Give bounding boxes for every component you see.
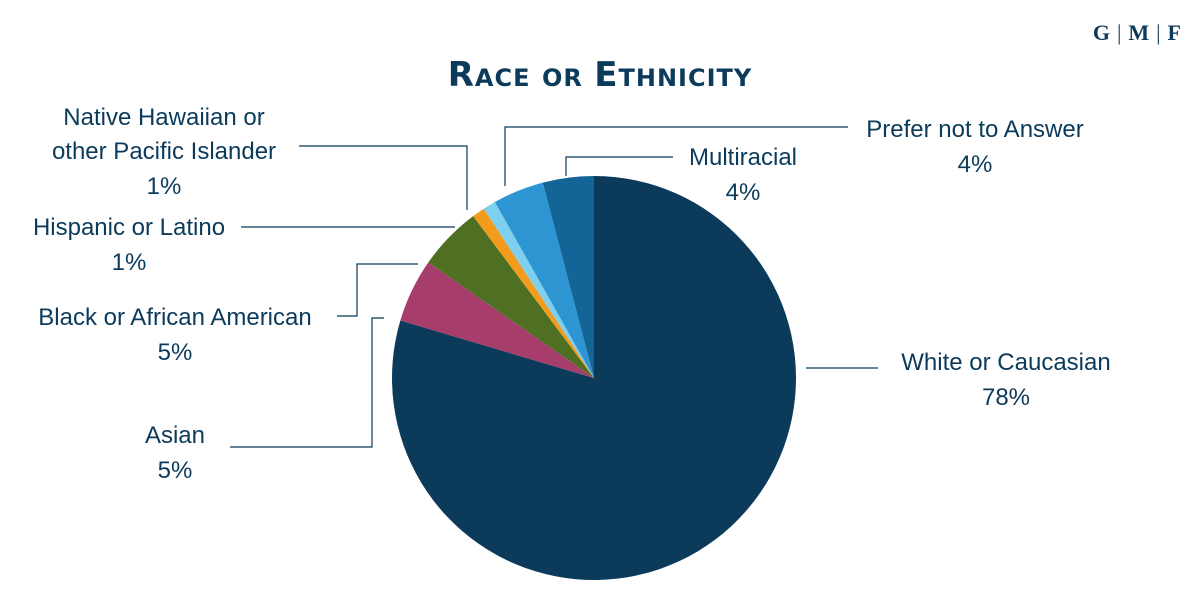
slice-name-hispanic-or-latino: Hispanic or Latino (33, 214, 225, 241)
logo-letter-g: G (1092, 20, 1111, 45)
slice-name-multiracial: Multiracial (689, 144, 797, 171)
slice-name-black-or-african-american: Black or African American (38, 304, 311, 331)
slice-name-white-or-caucasian: White or Caucasian (901, 349, 1110, 376)
pie-slice-hispanic-or-latino (473, 208, 594, 378)
slice-value-multiracial: 4% (726, 179, 761, 206)
slice-labels: White or Caucasian 78% Asian 5% Black or Afr… (33, 104, 1111, 484)
slice-name-native-hawaiian-or-other-pacific-islander: Native Hawaiian or other Pacific Islander (52, 104, 276, 165)
pie-slice-prefer-not-to-answer (494, 182, 594, 378)
pie-slice-white-or-caucasian (392, 176, 797, 580)
logo-separator: | (1116, 20, 1123, 45)
slice-value-white-or-caucasian: 78% (982, 384, 1030, 411)
slice-value-black-or-african-american: 5% (158, 339, 193, 366)
gmf-logo: G | M | F (1093, 20, 1182, 46)
leader-lines (230, 126, 878, 448)
leader-line-prefer-not-to-answer (504, 126, 848, 186)
pie-slice-black-or-african-american (428, 216, 594, 378)
pie-slice-native-hawaiian-or-other-pacific-islander (483, 201, 594, 378)
slice-value-asian: 5% (158, 457, 193, 484)
slice-value-hispanic-or-latino: 1% (112, 249, 147, 276)
leader-line-multiracial (565, 156, 673, 176)
slice-value-native-hawaiian-or-other-pacific-islander: 1% (147, 173, 182, 200)
pie-slice-multiracial (542, 176, 594, 378)
leader-line-asian (230, 317, 384, 448)
logo-separator: | (1156, 20, 1162, 45)
logo-letter-m: M (1128, 20, 1151, 45)
pie-slice-asian (400, 262, 594, 378)
slice-name-prefer-not-to-answer: Prefer not to Answer (866, 116, 1083, 143)
slice-value-prefer-not-to-answer: 4% (958, 151, 993, 178)
pie-slices (392, 176, 797, 580)
leader-line-native-hawaiian-or-other-pacific-islander (299, 145, 468, 210)
chart-title: RACE OR ETHNICITY (448, 55, 753, 95)
slice-name-asian: Asian (145, 422, 205, 449)
logo-letter-f: F (1167, 20, 1182, 45)
leader-line-black-or-african-american (337, 263, 418, 317)
